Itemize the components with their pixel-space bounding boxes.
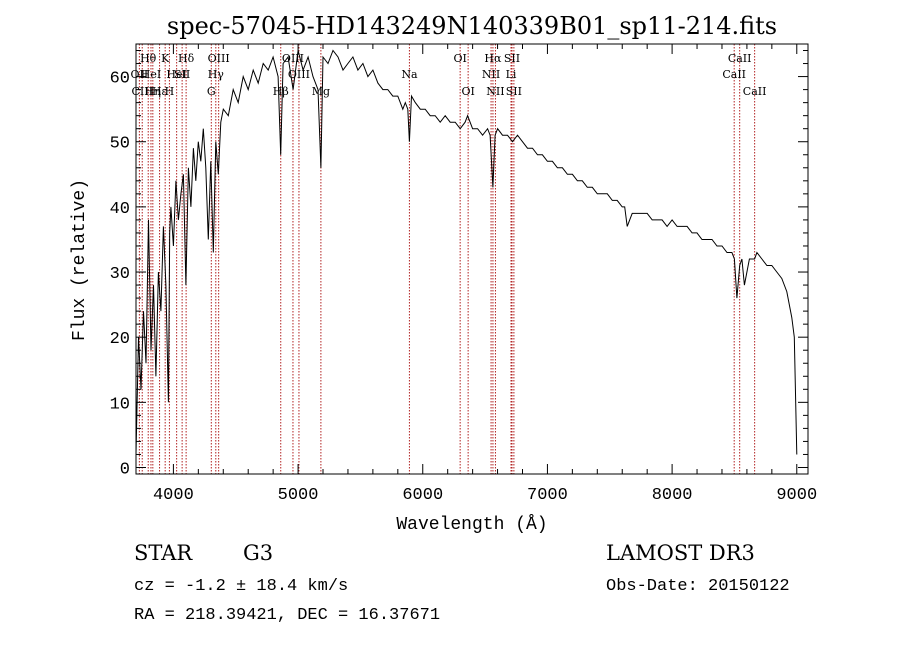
x-tick-label: 6000 bbox=[402, 486, 443, 505]
plot-frame bbox=[135, 43, 809, 475]
obs-date: Obs-Date: 20150122 bbox=[606, 577, 790, 596]
line-label: H bbox=[165, 85, 175, 98]
line-label: SII bbox=[506, 85, 522, 98]
y-tick-label: 30 bbox=[110, 265, 130, 284]
x-tick-label: 7000 bbox=[527, 486, 568, 505]
line-label: NII bbox=[486, 85, 504, 98]
line-label: NII bbox=[482, 68, 500, 81]
line-label: OIII bbox=[288, 68, 310, 81]
spectrum-series-line bbox=[135, 49, 798, 455]
coordinates: RA = 218.39421, DEC = 16.37671 bbox=[134, 606, 440, 625]
y-tick-label: 20 bbox=[110, 330, 130, 349]
line-label: HeI bbox=[166, 68, 186, 81]
line-label: Hδ bbox=[178, 52, 195, 65]
line-label: CaII bbox=[728, 52, 752, 65]
line-label: Mg bbox=[312, 85, 330, 98]
line-label: OI bbox=[453, 52, 466, 65]
line-label: Hε bbox=[152, 85, 168, 98]
line-label: Hθ bbox=[140, 52, 157, 65]
line-label: K bbox=[161, 52, 170, 65]
chart-title: spec-57045-HD143249N140339B01_sp11-214.f… bbox=[167, 12, 777, 40]
line-label: CaII bbox=[743, 85, 767, 98]
line-label: Hα bbox=[484, 52, 502, 65]
line-label: G bbox=[207, 85, 216, 98]
y-axis: 0 10 20 30 40 50 60 bbox=[110, 50, 808, 479]
y-tick-label: 40 bbox=[110, 200, 130, 219]
line-label: SII bbox=[174, 68, 190, 81]
x-tick-label: 5000 bbox=[278, 486, 319, 505]
object-subclass: G3 bbox=[243, 541, 273, 565]
redshift-text: cz = -1.2 ± 18.4 km/s bbox=[134, 577, 348, 596]
line-label: Li bbox=[506, 68, 517, 81]
y-axis-label: Flux (relative) bbox=[70, 179, 90, 341]
line-label: OII bbox=[131, 68, 149, 81]
line-label: OI bbox=[461, 85, 474, 98]
line-label: HeI bbox=[141, 68, 161, 81]
survey-name: LAMOST DR3 bbox=[606, 541, 755, 565]
line-label: Hη bbox=[145, 85, 161, 98]
x-axis: 4000 5000 6000 7000 8000 9000 bbox=[153, 44, 817, 505]
x-tick-label: 9000 bbox=[776, 486, 817, 505]
line-label: OIII bbox=[208, 52, 230, 65]
line-label: CIII bbox=[132, 85, 153, 98]
y-tick-label: 10 bbox=[110, 395, 130, 414]
object-class: STAR bbox=[134, 541, 193, 565]
line-label: SII bbox=[504, 52, 520, 65]
line-label: Hγ bbox=[208, 68, 225, 81]
line-label: OIII bbox=[282, 52, 304, 65]
line-label: Hβ bbox=[273, 85, 289, 98]
x-tick-label: 8000 bbox=[652, 486, 693, 505]
y-tick-label: 50 bbox=[110, 135, 130, 154]
line-markers bbox=[138, 44, 756, 474]
y-tick-label: 0 bbox=[120, 460, 130, 479]
x-axis-label: Wavelength (Å) bbox=[396, 514, 547, 535]
y-tick-label: 60 bbox=[110, 70, 130, 89]
x-tick-label: 4000 bbox=[153, 486, 194, 505]
line-label: CaII bbox=[722, 68, 746, 81]
line-label: Na bbox=[401, 68, 418, 81]
